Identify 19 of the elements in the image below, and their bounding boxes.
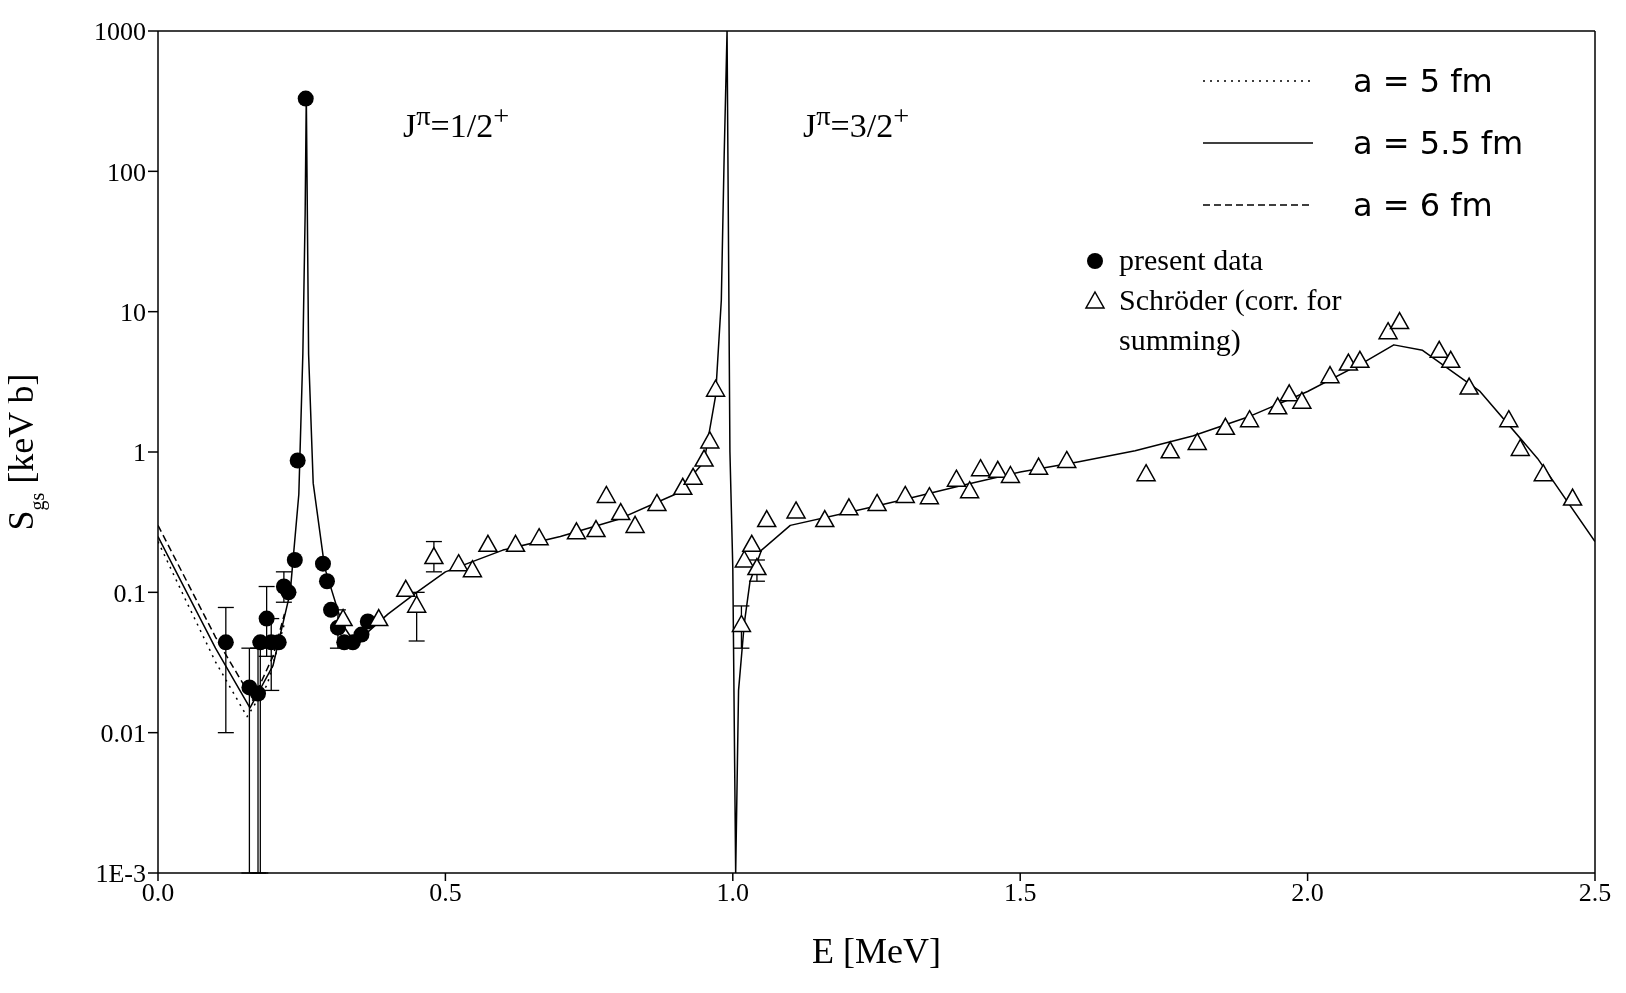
- legend-label: a = 5 fm: [1353, 62, 1493, 100]
- y-tick-label: 10: [120, 297, 146, 327]
- x-tick-label: 0.5: [429, 878, 462, 908]
- y-tick-label: 100: [107, 157, 146, 187]
- y-tick-label: 0.1: [113, 578, 146, 608]
- legend-label: a = 6 fm: [1353, 186, 1493, 224]
- annotation: J$^{π}$=1/2$^{+}$: [403, 100, 510, 146]
- x-tick-label: 1.5: [1003, 878, 1037, 908]
- y-tick-label: 1000: [94, 17, 146, 47]
- x-axis-title: E [MeV]: [812, 931, 941, 971]
- x-tick-label: 2.5: [1578, 878, 1612, 908]
- legend-label: Schröder (corr. for summing): [1119, 282, 1343, 358]
- legend-label: a = 5.5 fm: [1353, 124, 1524, 162]
- y-tick-label: 1: [133, 438, 146, 468]
- x-tick-label: 2.0: [1291, 878, 1324, 908]
- legend-label: present data: [1119, 242, 1264, 278]
- y-tick-label: 0.01: [100, 718, 146, 748]
- x-tick-label: 1.0: [716, 878, 750, 908]
- annotation: J$^{π}$=3/2$^{+}$: [803, 100, 910, 146]
